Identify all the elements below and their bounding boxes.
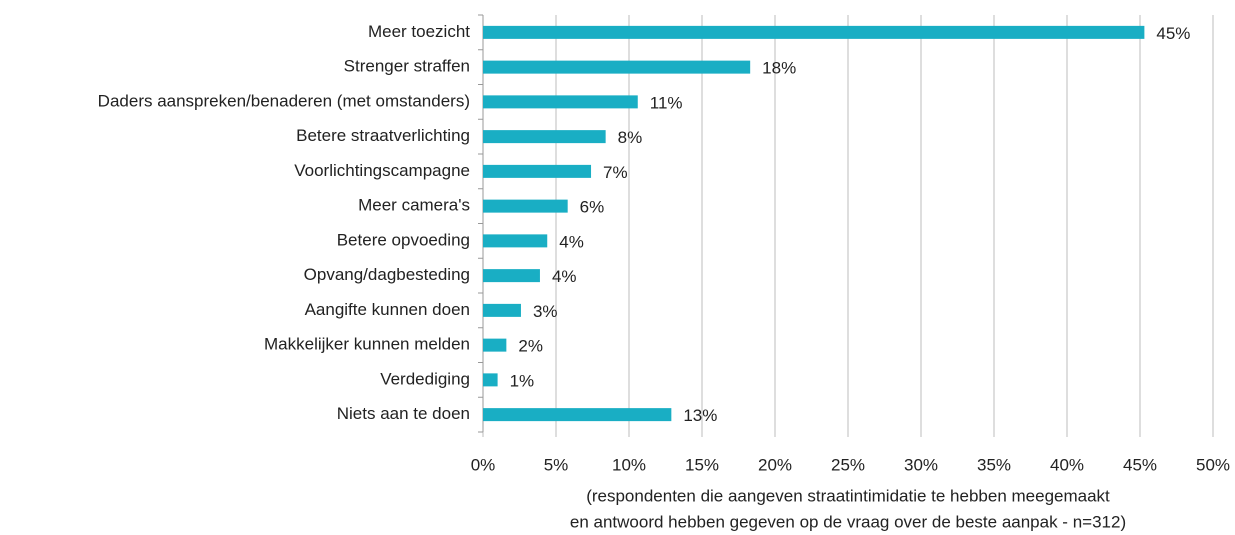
x-tick-label: 0%	[471, 455, 496, 474]
data-label: 4%	[559, 232, 584, 251]
x-tick-label: 10%	[612, 455, 646, 474]
data-label: 7%	[603, 163, 628, 182]
bar	[483, 130, 606, 144]
data-label: 45%	[1156, 24, 1190, 43]
data-label: 8%	[618, 128, 643, 147]
bar	[483, 234, 548, 248]
x-tick-label: 25%	[831, 455, 865, 474]
y-tick-label: Meer toezicht	[368, 22, 470, 41]
bar	[483, 408, 672, 422]
x-tick-label: 35%	[977, 455, 1011, 474]
bar	[483, 303, 521, 317]
data-label: 13%	[683, 406, 717, 425]
data-label: 4%	[552, 267, 577, 286]
x-tick-label: 50%	[1196, 455, 1230, 474]
bar	[483, 269, 540, 283]
x-axis-label: (respondenten die aangeven straatintimid…	[586, 486, 1110, 505]
x-tick-label: 5%	[544, 455, 569, 474]
y-tick-label: Betere straatverlichting	[296, 126, 470, 145]
y-tick-label: Strenger straffen	[344, 57, 470, 76]
bar	[483, 25, 1145, 39]
data-label: 6%	[580, 198, 605, 217]
data-label: 18%	[762, 59, 796, 78]
x-tick-label: 45%	[1123, 455, 1157, 474]
x-tick-label: 15%	[685, 455, 719, 474]
x-tick-label: 40%	[1050, 455, 1084, 474]
y-tick-label: Betere opvoeding	[337, 230, 470, 249]
x-axis-label: en antwoord hebben gegeven op de vraag o…	[570, 512, 1126, 531]
data-label: 11%	[650, 93, 683, 112]
bar	[483, 95, 638, 109]
bar	[483, 164, 592, 178]
data-label: 2%	[518, 337, 543, 356]
data-label: 1%	[510, 371, 535, 390]
bar	[483, 60, 751, 74]
bar	[483, 199, 568, 213]
bar	[483, 373, 498, 387]
y-tick-label: Daders aanspreken/benaderen (met omstand…	[98, 91, 470, 110]
x-tick-label: 20%	[758, 455, 792, 474]
y-tick-label: Verdediging	[380, 369, 470, 388]
bar	[483, 338, 507, 352]
y-tick-label: Aangifte kunnen doen	[305, 300, 470, 319]
y-tick-label: Voorlichtingscampagne	[294, 161, 470, 180]
y-tick-label: Makkelijker kunnen melden	[264, 335, 470, 354]
x-tick-label: 30%	[904, 455, 938, 474]
y-tick-label: Meer camera's	[358, 196, 470, 215]
y-tick-label: Opvang/dagbesteding	[304, 265, 470, 284]
data-label: 3%	[533, 302, 558, 321]
y-tick-label: Niets aan te doen	[337, 404, 470, 423]
